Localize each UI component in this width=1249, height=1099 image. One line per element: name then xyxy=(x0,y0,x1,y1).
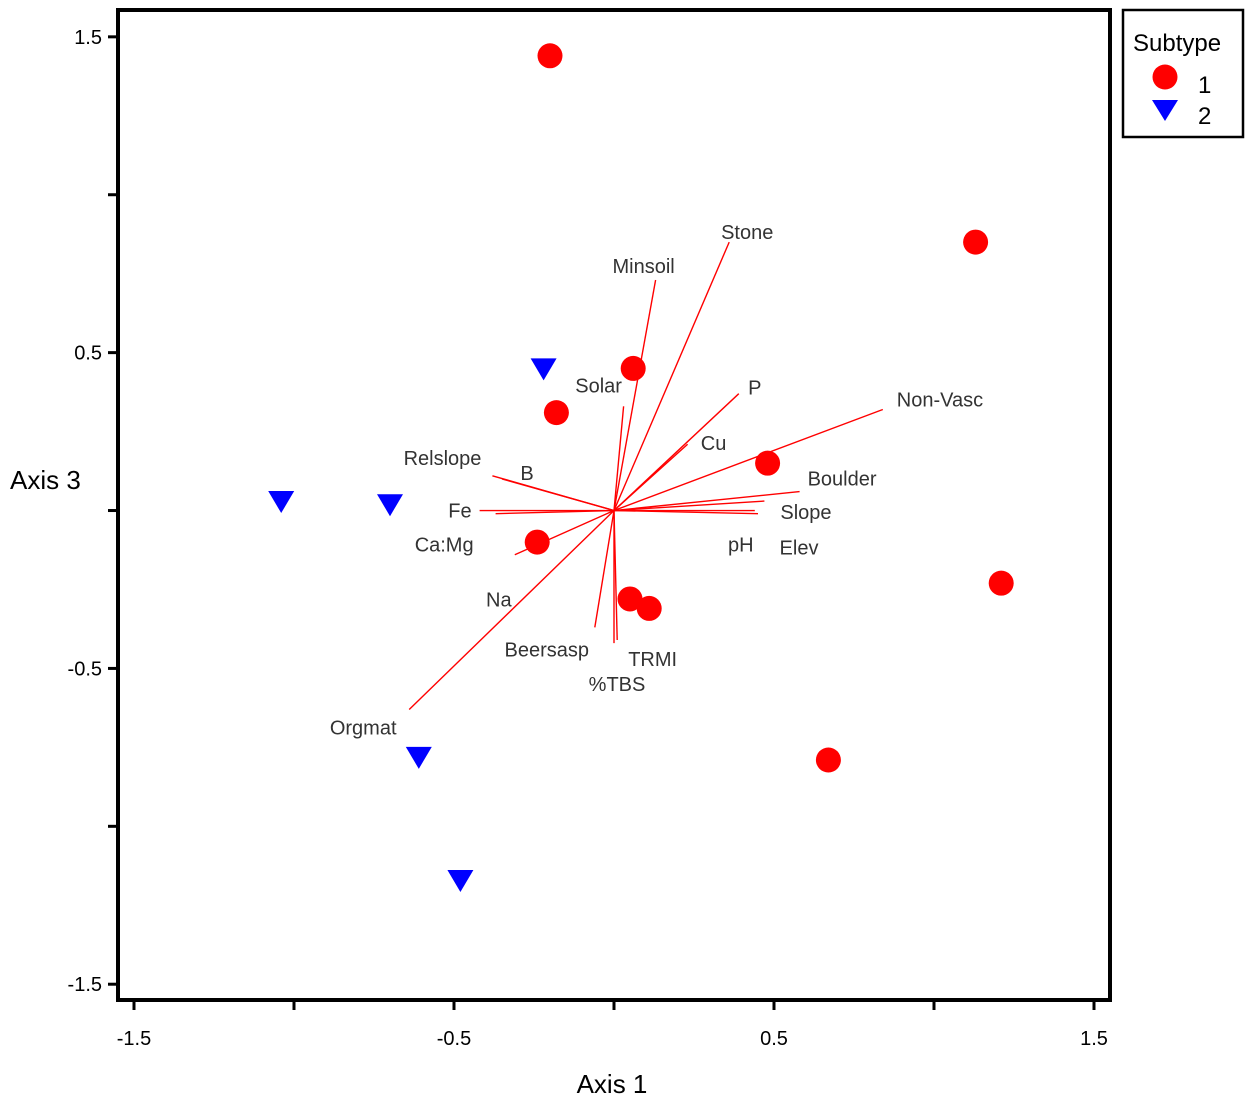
point-subtype-1-2 xyxy=(963,229,989,255)
y-axis-title: Axis 3 xyxy=(10,465,81,495)
vector-line-minsoil xyxy=(613,279,657,511)
legend-frame xyxy=(1121,8,1245,139)
point-subtype-1-9 xyxy=(636,595,662,621)
vectors-layer: Stone Minsoil P Non-Vasc Solar Cu Boulder Slope… xyxy=(330,222,983,739)
vector-line-b xyxy=(501,478,615,512)
legend-label-2: 2 xyxy=(1198,103,1211,130)
vector-label-stone: Stone xyxy=(721,222,773,244)
legend-label-1: 1 xyxy=(1198,72,1211,99)
x-axis: -1.5 -0.5 0.5 1.5 xyxy=(117,1002,1108,1050)
point-subtype-1-8 xyxy=(617,586,643,612)
vector-line-non-vasc xyxy=(613,408,884,512)
point-subtype-1-4 xyxy=(543,400,569,426)
x-tick-label: 0.5 xyxy=(760,1028,788,1050)
vector-line-slope xyxy=(613,500,765,512)
vector-line-beersasp xyxy=(594,510,615,628)
vector-line-orgmat xyxy=(408,510,615,710)
vector-line-ca-mg xyxy=(495,509,615,515)
point-subtype-2-4 xyxy=(405,746,432,769)
vector-label-boulder: Boulder xyxy=(808,469,877,491)
y-tick-label: 1.5 xyxy=(74,27,102,49)
vector-label-beersasp: Beersasp xyxy=(505,639,590,661)
vector-label-non-vasc: Non-Vasc xyxy=(897,389,983,411)
vector-label-b: B xyxy=(520,463,533,485)
vector-label-solar: Solar xyxy=(575,375,622,397)
point-subtype-1-6 xyxy=(524,529,550,555)
vector-line-elev xyxy=(613,509,759,515)
vector-label-fe: Fe xyxy=(448,501,471,523)
legend-title: Subtype xyxy=(1133,30,1221,57)
plot-frame xyxy=(116,8,1112,1002)
point-subtype-1-1 xyxy=(537,43,563,69)
legend-marker-2 xyxy=(1152,100,1178,121)
y-axis: -1.5 -0.5 0.5 1.5 xyxy=(68,27,116,996)
vector-label-elev: Elev xyxy=(780,538,819,560)
y-tick-label: 0.5 xyxy=(74,343,102,365)
point-subtype-2-3 xyxy=(377,494,403,517)
vector-label--tbs: %TBS xyxy=(589,674,646,696)
x-tick-label: -1.5 xyxy=(117,1028,151,1050)
legend: Subtype 1 2 xyxy=(1121,8,1245,139)
point-subtype-2-2 xyxy=(268,491,295,514)
point-subtype-1-3 xyxy=(620,355,646,381)
vector-label-orgmat: Orgmat xyxy=(330,717,397,739)
y-tick-label: -1.5 xyxy=(68,974,102,996)
legend-marker-1 xyxy=(1152,64,1178,90)
vector-line-solar xyxy=(613,406,625,511)
vector-line-cu xyxy=(613,443,689,512)
vector-label-relslope: Relslope xyxy=(404,448,482,470)
x-axis-title: Axis 1 xyxy=(577,1069,648,1099)
vector-label-cu: Cu xyxy=(701,433,727,455)
x-tick-label: -0.5 xyxy=(437,1028,471,1050)
vector-line-stone xyxy=(613,241,730,511)
point-subtype-1-10 xyxy=(815,747,841,773)
point-subtype-1-5 xyxy=(755,450,781,476)
vector-label-trmi: TRMI xyxy=(628,649,677,671)
y-tick-label: -0.5 xyxy=(68,658,102,680)
point-subtype-2-1 xyxy=(530,358,557,381)
vector-label-p: P xyxy=(748,378,761,400)
point-subtype-1-7 xyxy=(988,570,1014,596)
vector-line-boulder xyxy=(613,490,800,512)
points-layer xyxy=(268,43,1014,892)
vector-label-na: Na xyxy=(486,590,512,612)
vector-label-ph: pH xyxy=(728,535,754,557)
vector-label-slope: Slope xyxy=(780,502,831,524)
point-subtype-2-5 xyxy=(447,870,474,892)
vector-label-ca-mg: Ca:Mg xyxy=(415,535,474,557)
vector-label-minsoil: Minsoil xyxy=(612,256,674,278)
x-tick-label: 1.5 xyxy=(1080,1028,1108,1050)
